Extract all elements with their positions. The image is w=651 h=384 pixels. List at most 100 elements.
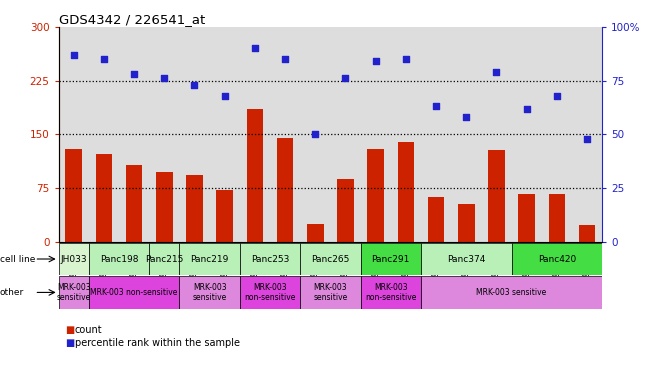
Bar xyxy=(549,194,565,242)
Bar xyxy=(572,243,602,275)
Text: MRK-003
non-sensitive: MRK-003 non-sensitive xyxy=(365,283,417,302)
Bar xyxy=(247,109,263,242)
Point xyxy=(400,56,411,62)
Bar xyxy=(421,243,451,275)
Bar xyxy=(180,243,240,275)
Bar xyxy=(572,27,602,242)
Bar xyxy=(361,243,421,275)
Bar xyxy=(240,243,300,275)
Bar xyxy=(247,109,263,242)
Text: cell line: cell line xyxy=(0,255,35,263)
Bar xyxy=(579,225,596,242)
Point xyxy=(68,52,79,58)
Bar xyxy=(149,243,180,275)
Bar xyxy=(481,243,512,275)
Bar xyxy=(186,175,203,242)
Text: other: other xyxy=(0,288,24,297)
Bar xyxy=(65,149,82,242)
Bar xyxy=(391,27,421,242)
Bar xyxy=(240,27,270,242)
Point xyxy=(280,56,290,62)
Bar xyxy=(307,224,324,242)
Bar xyxy=(89,243,149,275)
Point xyxy=(159,75,169,81)
Bar xyxy=(337,179,353,242)
Bar xyxy=(59,243,89,275)
Bar xyxy=(451,27,481,242)
Bar xyxy=(542,27,572,242)
Bar xyxy=(149,27,180,242)
Bar xyxy=(579,225,596,242)
Text: count: count xyxy=(75,325,102,335)
Bar xyxy=(542,243,572,275)
Bar xyxy=(367,149,384,242)
Point xyxy=(461,114,471,120)
Point xyxy=(431,103,441,109)
Bar xyxy=(488,150,505,242)
Bar xyxy=(156,172,173,242)
Text: ■: ■ xyxy=(65,338,74,348)
Text: MRK-003
sensitive: MRK-003 sensitive xyxy=(57,283,91,302)
Bar xyxy=(549,194,565,242)
Bar xyxy=(518,194,535,242)
Bar xyxy=(216,190,233,242)
Bar xyxy=(126,164,143,242)
Bar xyxy=(488,150,505,242)
Bar xyxy=(458,204,475,242)
Bar xyxy=(59,243,89,275)
Point xyxy=(582,136,592,142)
Text: Panc265: Panc265 xyxy=(311,255,350,263)
Bar xyxy=(96,154,112,242)
Point xyxy=(219,93,230,99)
Bar xyxy=(240,276,300,309)
Bar xyxy=(361,276,421,309)
Text: MRK-003
non-sensitive: MRK-003 non-sensitive xyxy=(244,283,296,302)
Bar xyxy=(337,179,353,242)
Point xyxy=(521,106,532,112)
Bar xyxy=(481,27,512,242)
Bar xyxy=(421,243,512,275)
Text: MRK-003
sensitive: MRK-003 sensitive xyxy=(193,283,227,302)
Bar xyxy=(451,243,481,275)
Text: Panc374: Panc374 xyxy=(447,255,486,263)
Text: percentile rank within the sample: percentile rank within the sample xyxy=(75,338,240,348)
Bar xyxy=(210,27,240,242)
Bar xyxy=(277,138,294,242)
Bar xyxy=(96,154,112,242)
Bar xyxy=(119,243,149,275)
Text: JH033: JH033 xyxy=(61,255,87,263)
Bar xyxy=(398,142,414,242)
Bar xyxy=(307,224,324,242)
Bar xyxy=(89,276,180,309)
Point xyxy=(551,93,562,99)
Bar xyxy=(512,243,602,275)
Point xyxy=(189,82,200,88)
Bar xyxy=(300,243,330,275)
Bar xyxy=(119,27,149,242)
Text: Panc215: Panc215 xyxy=(145,255,184,263)
Text: Panc198: Panc198 xyxy=(100,255,138,263)
Bar xyxy=(216,190,233,242)
Bar xyxy=(512,27,542,242)
Point xyxy=(250,45,260,51)
Bar xyxy=(180,243,210,275)
Bar xyxy=(300,27,330,242)
Text: Panc291: Panc291 xyxy=(372,255,410,263)
Bar xyxy=(180,276,240,309)
Bar xyxy=(391,243,421,275)
Text: MRK-003
sensitive: MRK-003 sensitive xyxy=(313,283,348,302)
Bar xyxy=(421,276,602,309)
Bar xyxy=(421,27,451,242)
Bar xyxy=(458,204,475,242)
Bar xyxy=(277,138,294,242)
Bar xyxy=(428,197,445,242)
Text: MRK-003 sensitive: MRK-003 sensitive xyxy=(477,288,547,297)
Text: Panc253: Panc253 xyxy=(251,255,289,263)
Text: ■: ■ xyxy=(65,325,74,335)
Bar xyxy=(518,194,535,242)
Text: Panc219: Panc219 xyxy=(190,255,229,263)
Bar xyxy=(428,197,445,242)
Bar xyxy=(240,243,270,275)
Bar xyxy=(65,149,82,242)
Text: MRK-003 non-sensitive: MRK-003 non-sensitive xyxy=(90,288,178,297)
